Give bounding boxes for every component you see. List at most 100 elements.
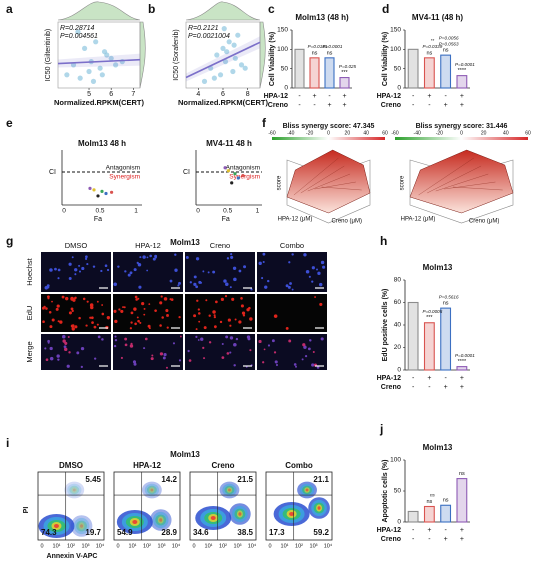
cell bbox=[301, 358, 304, 361]
ci-point bbox=[96, 194, 100, 198]
cell bbox=[262, 361, 265, 364]
panel-label: e bbox=[6, 116, 13, 130]
cell bbox=[96, 323, 99, 326]
cell bbox=[141, 302, 145, 306]
point bbox=[224, 49, 230, 55]
cell bbox=[49, 325, 53, 329]
bar bbox=[407, 301, 419, 371]
cell bbox=[59, 320, 63, 324]
x-tick-label: 10⁴ bbox=[96, 542, 105, 549]
point bbox=[235, 32, 241, 38]
cell bbox=[143, 347, 146, 350]
cell bbox=[264, 285, 268, 289]
cell bbox=[178, 316, 181, 319]
y-tick-label: 20 bbox=[394, 344, 402, 351]
cell bbox=[288, 339, 292, 343]
x-tick-label: 5 bbox=[87, 91, 91, 98]
point bbox=[108, 55, 114, 61]
point bbox=[113, 62, 119, 68]
colorbar-tick: 40 bbox=[503, 130, 509, 136]
cell bbox=[45, 358, 49, 362]
surface bbox=[286, 149, 371, 214]
cell bbox=[134, 295, 138, 299]
cell bbox=[161, 316, 164, 319]
ci-point bbox=[230, 181, 234, 185]
cell bbox=[233, 342, 237, 347]
cell bbox=[238, 320, 242, 324]
point bbox=[90, 78, 97, 84]
stat-label: **** bbox=[458, 68, 467, 74]
cell bbox=[144, 337, 148, 341]
cell bbox=[302, 343, 306, 347]
axis-line bbox=[444, 181, 496, 190]
point bbox=[77, 75, 83, 81]
x-tick-label: 0 bbox=[192, 543, 195, 549]
cell bbox=[68, 311, 72, 315]
cell bbox=[68, 262, 72, 266]
point bbox=[220, 45, 226, 52]
cell bbox=[57, 358, 60, 361]
cell bbox=[178, 281, 181, 285]
fit-band bbox=[186, 36, 260, 82]
cell bbox=[159, 324, 162, 327]
stat-label: ns bbox=[426, 50, 432, 56]
cell bbox=[233, 277, 237, 282]
cell bbox=[311, 266, 315, 270]
x-axis-label: Creno (μM) bbox=[332, 219, 362, 225]
cell bbox=[162, 356, 166, 360]
stat-label: P=0.0056 bbox=[439, 35, 459, 40]
sign-label: + bbox=[460, 527, 464, 534]
cell bbox=[74, 325, 78, 329]
cell bbox=[86, 263, 89, 266]
x-tick-label: 10³ bbox=[310, 543, 318, 549]
density bbox=[78, 522, 85, 530]
cell bbox=[129, 327, 132, 330]
cell bbox=[215, 300, 218, 304]
x-tick-label: 6 bbox=[221, 91, 225, 98]
stat-label: P=0.025 bbox=[339, 64, 357, 69]
x-tick-label: 0 bbox=[196, 208, 200, 215]
row-label: Creno bbox=[381, 384, 401, 391]
y-tick-label: 100 bbox=[390, 457, 401, 464]
axis-line bbox=[314, 181, 356, 190]
z-axis-label: score bbox=[400, 175, 406, 190]
y-tick-label: 100 bbox=[277, 46, 288, 53]
x-axis-label: Fa bbox=[94, 216, 102, 223]
cell bbox=[307, 347, 311, 351]
cell bbox=[314, 296, 317, 298]
y-tick-label: 50 bbox=[394, 65, 402, 72]
cell bbox=[136, 316, 139, 319]
cell bbox=[148, 303, 151, 306]
cell bbox=[129, 344, 134, 348]
panel-label: a bbox=[6, 2, 13, 16]
cell bbox=[80, 347, 85, 351]
density-curve bbox=[259, 21, 266, 89]
cell bbox=[113, 309, 117, 313]
colorbar-tick: -20 bbox=[436, 130, 443, 136]
stat-label: P=0.0339 bbox=[422, 44, 442, 49]
point bbox=[214, 52, 220, 58]
bar bbox=[324, 57, 335, 89]
cell bbox=[205, 299, 208, 302]
row-label: Creno bbox=[381, 536, 401, 543]
point bbox=[99, 72, 105, 78]
cell bbox=[61, 295, 65, 299]
point bbox=[222, 59, 229, 65]
cell bbox=[49, 346, 53, 351]
density-curve bbox=[57, 1, 141, 21]
bar bbox=[423, 57, 435, 89]
y-tick-label: 0 bbox=[397, 367, 401, 374]
cell bbox=[220, 297, 224, 301]
bar bbox=[456, 75, 468, 89]
row-label: Merge bbox=[25, 341, 34, 362]
y-axis-label: IC50 (Gilteritinib) bbox=[45, 29, 52, 82]
cell bbox=[203, 357, 206, 360]
bar bbox=[440, 54, 452, 89]
cell bbox=[207, 271, 210, 274]
quadrant-value: 74.3 bbox=[41, 528, 57, 537]
cell bbox=[120, 356, 123, 360]
cell bbox=[285, 284, 289, 288]
cell bbox=[208, 341, 212, 344]
point bbox=[75, 29, 81, 35]
cell bbox=[291, 253, 294, 256]
